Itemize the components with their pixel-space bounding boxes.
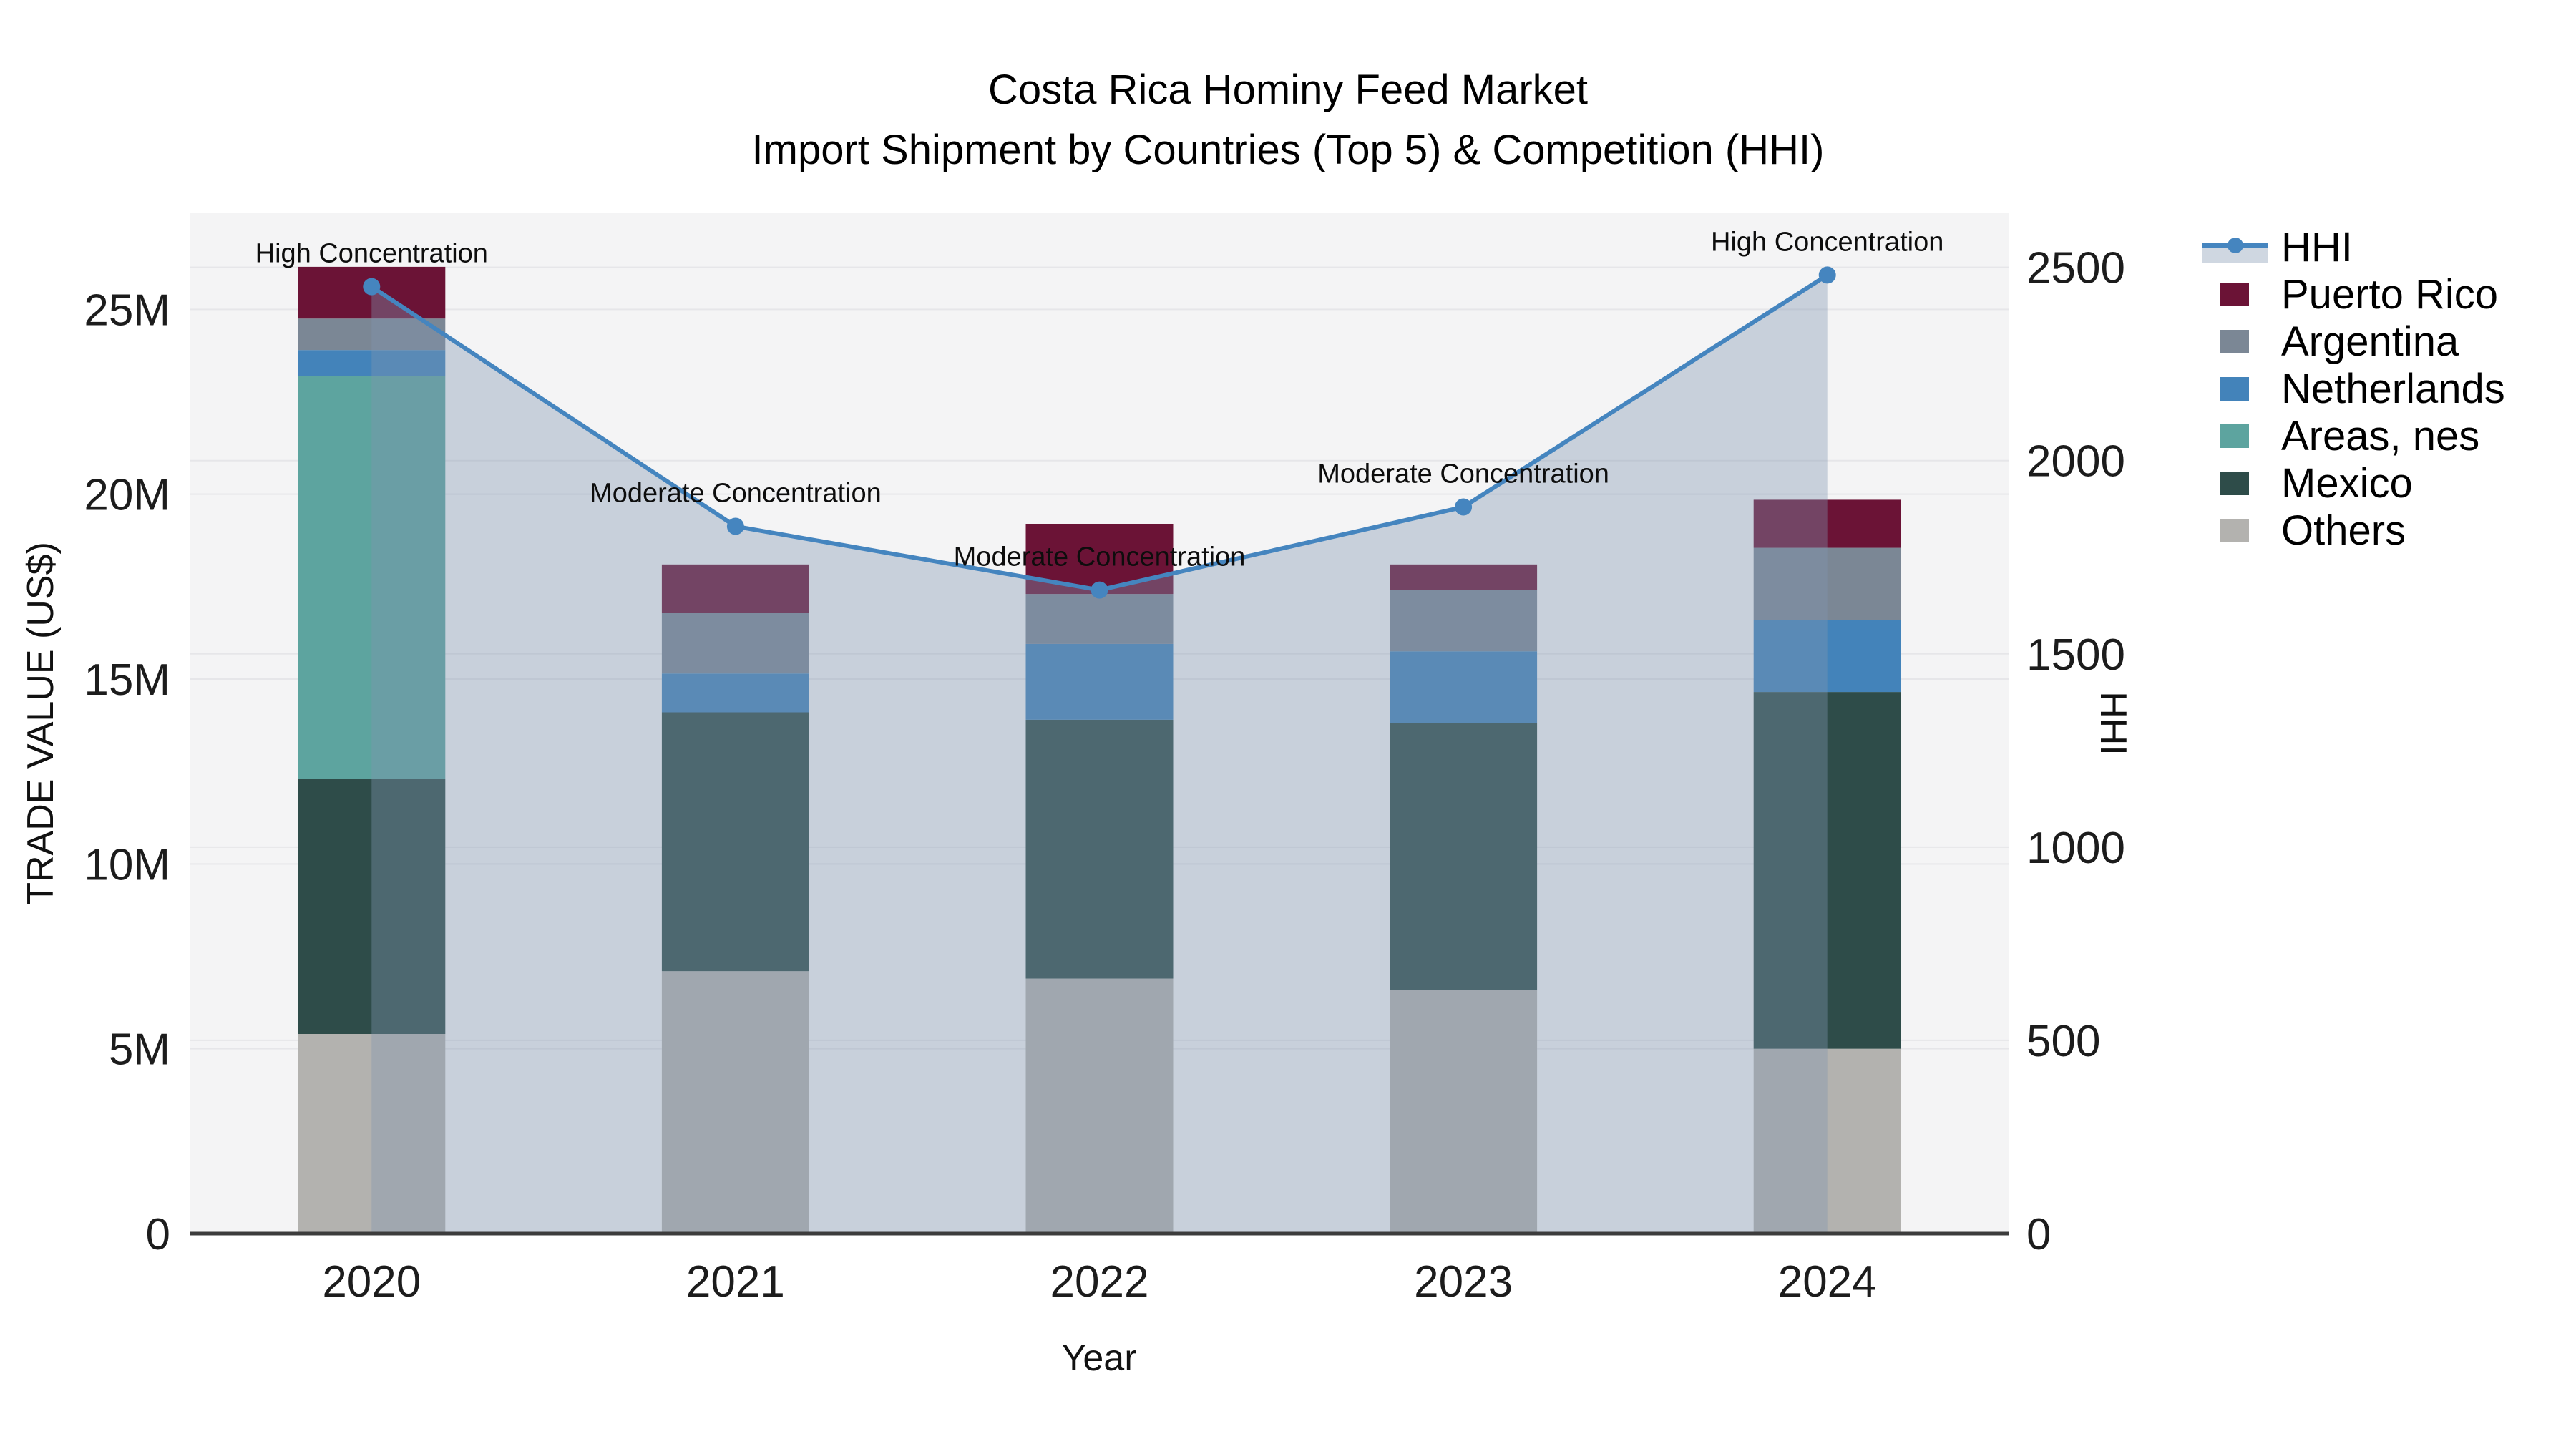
chart-title-line1: Costa Rica Hominy Feed Market <box>987 67 1589 113</box>
legend-item-netherlands: Netherlands <box>2202 365 2505 412</box>
annotation-2024: High Concentration <box>1711 227 1943 257</box>
y-right-tick-label: 500 <box>2026 1017 2100 1066</box>
annotation-2020: High Concentration <box>255 239 488 269</box>
bar-segment-argentina-2021 <box>661 613 809 674</box>
legend-swatch-mexico <box>2220 471 2249 495</box>
y-left-tick-label: 0 <box>146 1210 170 1259</box>
legend-item-argentina: Argentina <box>2202 318 2505 365</box>
bar-segment-puerto-rico-2024 <box>1753 499 1901 548</box>
bar-segment-others-2020 <box>298 1034 446 1234</box>
legend: HHI Puerto Rico Argentina Netherlands Areas,… <box>2202 223 2505 554</box>
hhi-marker-2020 <box>363 278 381 296</box>
bar-segment-mexico-2020 <box>298 779 446 1034</box>
legend-swatch-puerto-rico <box>2220 282 2249 306</box>
annotation-2023: Moderate Concentration <box>1317 459 1609 489</box>
legend-label: Argentina <box>2281 318 2459 365</box>
hhi-legend-marker <box>2228 238 2243 253</box>
legend-label: Others <box>2281 507 2406 554</box>
bar-segment-puerto-rico-2021 <box>661 564 809 613</box>
y-axis-title-left: TRADE VALUE (US$) <box>20 542 62 905</box>
bar-segment-others-2022 <box>1025 978 1174 1234</box>
y-left-tick-label: 5M <box>109 1025 170 1075</box>
bar-segment-mexico-2023 <box>1390 723 1538 990</box>
legend-item-others: Others <box>2202 507 2505 554</box>
y-right-tick-label: 1500 <box>2026 630 2125 680</box>
chart-title: Costa Rica Hominy Feed Market Import Shi… <box>0 60 2576 180</box>
x-axis-title: Year <box>1061 1337 1137 1379</box>
annotation-2021: Moderate Concentration <box>590 479 882 509</box>
bar-segment-argentina-2023 <box>1390 590 1538 652</box>
legend-item-puerto-rico: Puerto Rico <box>2202 270 2505 318</box>
x-tick-label-2020: 2020 <box>322 1257 421 1307</box>
legend-label: HHI <box>2281 223 2353 270</box>
legend-label: Netherlands <box>2281 365 2505 412</box>
legend-swatch-others <box>2220 518 2249 542</box>
legend-item-areas-nes: Areas, nes <box>2202 412 2505 459</box>
bar-segment-mexico-2024 <box>1753 692 1901 1049</box>
bar-segment-netherlands-2020 <box>298 350 446 376</box>
y-left-tick-label: 25M <box>84 286 170 335</box>
y-axis-title-right: HHI <box>2092 691 2134 756</box>
y-left-tick-label: 15M <box>84 655 170 705</box>
x-tick-label-2022: 2022 <box>1050 1257 1149 1307</box>
bar-segment-argentina-2022 <box>1025 594 1174 644</box>
y-right-tick-label: 1000 <box>2026 824 2125 873</box>
hhi-line-legend-icon <box>2202 223 2268 270</box>
hhi-marker-2021 <box>726 517 744 535</box>
y-left-tick-label: 10M <box>84 840 170 889</box>
hhi-marker-2023 <box>1455 498 1473 516</box>
bar-segment-mexico-2021 <box>661 712 809 972</box>
y-left-tick-label: 20M <box>84 471 170 520</box>
bar-segment-argentina-2024 <box>1753 547 1901 620</box>
chart-title-line2: Import Shipment by Countries (Top 5) & C… <box>751 127 1825 173</box>
bar-segment-others-2021 <box>661 971 809 1234</box>
bar-segment-others-2024 <box>1753 1048 1901 1234</box>
bar-segment-others-2023 <box>1390 990 1538 1234</box>
y-right-tick-label: 2000 <box>2026 437 2125 487</box>
bar-segment-netherlands-2022 <box>1025 643 1174 720</box>
annotation-2022: Moderate Concentration <box>954 542 1246 572</box>
legend-item-mexico: Mexico <box>2202 459 2505 507</box>
legend-swatch-argentina <box>2220 329 2249 353</box>
bar-segment-netherlands-2024 <box>1753 620 1901 693</box>
bar-segment-areas-nes-2020 <box>298 376 446 779</box>
legend-label: Areas, nes <box>2281 412 2480 459</box>
bar-segment-argentina-2020 <box>298 318 446 351</box>
y-right-tick-label: 0 <box>2026 1210 2051 1259</box>
x-tick-label-2024: 2024 <box>1778 1257 1877 1307</box>
legend-label: Puerto Rico <box>2281 270 2499 318</box>
bar-segment-puerto-rico-2023 <box>1390 564 1538 590</box>
hhi-marker-2024 <box>1818 266 1836 284</box>
legend-item-hhi: HHI <box>2202 223 2505 270</box>
hhi-marker-2022 <box>1091 581 1108 599</box>
bar-segment-mexico-2022 <box>1025 719 1174 979</box>
bar-segment-netherlands-2021 <box>661 673 809 713</box>
legend-swatch-netherlands <box>2220 376 2249 401</box>
x-tick-label-2021: 2021 <box>686 1257 785 1307</box>
legend-label: Mexico <box>2281 459 2413 507</box>
bar-segment-netherlands-2023 <box>1390 651 1538 723</box>
x-tick-label-2023: 2023 <box>1414 1257 1513 1307</box>
legend-swatch-areas-nes <box>2220 424 2249 448</box>
y-right-tick-label: 2500 <box>2026 244 2125 293</box>
